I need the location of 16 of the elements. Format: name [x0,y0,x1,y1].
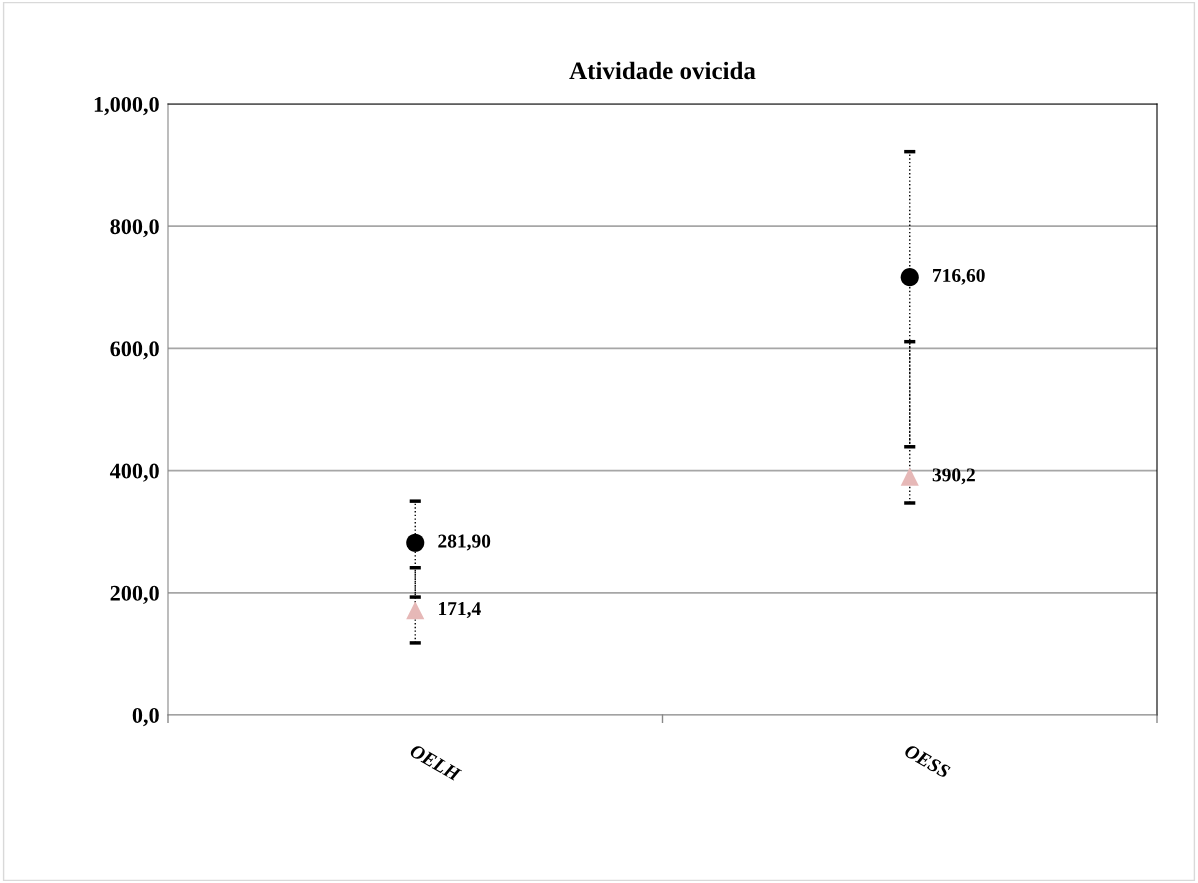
data-label: 171,4 [439,602,481,618]
point [900,467,919,486]
point [900,268,919,287]
x-tick-label: OESS [903,743,951,779]
y-tick-label: 0,0 [132,707,159,727]
y-tick-label: 400,0 [109,463,159,482]
y-tick-label: 600,0 [110,341,159,360]
y-tick-label: 200,0 [110,585,159,604]
y-tick-label: 1,000,0 [94,96,159,116]
y-tick-label: 800,0 [110,219,159,238]
data-label: 390,2 [932,468,975,485]
data-label: 281,90 [438,534,491,551]
point [406,533,425,552]
data-label: 716,60 [933,268,985,285]
chart-title: Atividade ovicida [569,61,756,80]
point [406,601,425,620]
